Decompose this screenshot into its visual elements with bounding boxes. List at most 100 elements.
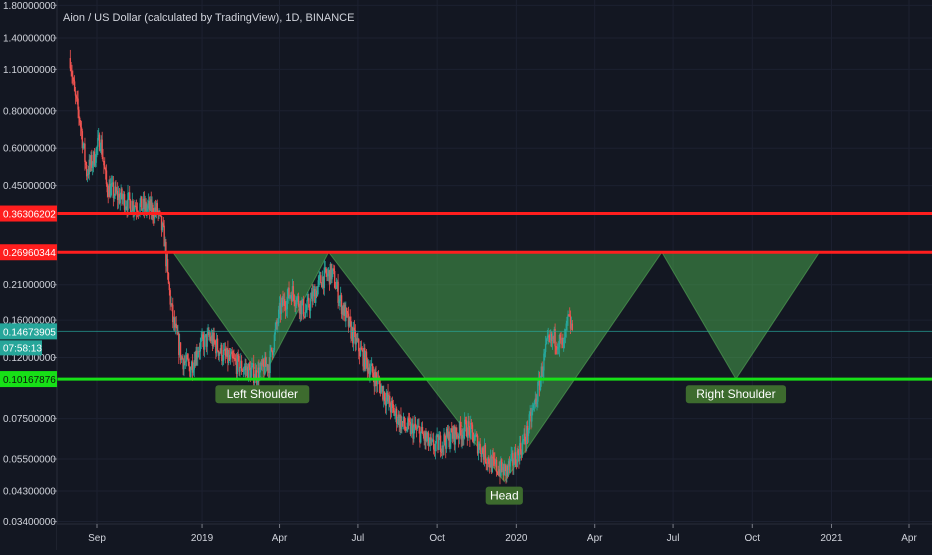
candle-body	[349, 316, 351, 322]
candle-body	[210, 335, 213, 342]
candle-body	[215, 338, 218, 354]
candle-body	[204, 334, 207, 336]
candle-body	[209, 336, 211, 338]
candle-body	[284, 306, 287, 311]
candle-body	[539, 378, 542, 391]
candle-body	[501, 466, 504, 471]
candle-body	[198, 350, 201, 352]
candle-body	[450, 428, 452, 442]
candle-body	[292, 286, 295, 295]
candle-body	[241, 370, 244, 372]
candle-body	[228, 354, 230, 364]
candle-body	[461, 435, 463, 440]
candle-body	[437, 435, 439, 450]
candle-body	[475, 435, 477, 437]
candle-body	[561, 337, 563, 340]
candle-body	[439, 435, 441, 440]
candle-body	[237, 354, 239, 356]
candle-body	[508, 461, 511, 467]
candle-body	[368, 367, 370, 377]
candle-body	[426, 438, 428, 442]
candle-body	[70, 68, 72, 72]
candle-body	[249, 367, 251, 380]
time-tick-label: Apr	[901, 533, 917, 544]
candle-body	[260, 362, 263, 367]
candle-body	[213, 332, 215, 341]
candle-body	[191, 361, 194, 373]
candle-body	[311, 292, 313, 302]
candle-body	[340, 295, 343, 315]
candle-body	[365, 351, 368, 360]
candle-body	[274, 329, 276, 335]
candle-body	[258, 367, 260, 380]
candle-body	[240, 360, 242, 368]
candle-body	[564, 329, 567, 338]
candle-body	[565, 323, 567, 330]
candle-body	[383, 391, 385, 400]
support-badge	[0, 371, 57, 388]
candle-body	[279, 302, 282, 314]
candle-body	[486, 462, 488, 464]
candle-body	[548, 335, 550, 338]
candle-body	[519, 443, 522, 452]
candle-body	[397, 414, 400, 423]
candle-body	[441, 445, 443, 453]
candle-body	[455, 427, 457, 435]
candle-body	[321, 276, 324, 288]
candle-body	[282, 297, 284, 306]
candle-body	[451, 432, 454, 439]
candle-body	[195, 350, 197, 366]
candle-body	[299, 301, 301, 314]
time-tick-label: Apr	[587, 533, 603, 544]
candle-body	[192, 369, 195, 373]
candle-body	[545, 338, 548, 344]
candle-body	[380, 387, 382, 394]
candle-body	[290, 295, 293, 302]
candle-body	[221, 344, 223, 361]
candle-body	[233, 358, 235, 360]
candle-body	[355, 338, 357, 345]
candle-body	[164, 241, 166, 247]
candle-body	[453, 426, 456, 445]
candle-body	[305, 310, 307, 313]
candle-body	[88, 159, 90, 175]
price-tick-label: 0.03400000	[3, 517, 56, 528]
price-tick-label: 0.21000000	[3, 280, 56, 291]
candle-body	[71, 71, 73, 77]
candle-body	[226, 348, 228, 357]
candle-body	[85, 161, 87, 166]
candle-body	[435, 435, 437, 444]
candle-body	[131, 201, 134, 212]
candle-body	[463, 431, 465, 439]
candle-body	[179, 342, 182, 361]
candle-body	[362, 350, 364, 367]
candle-body	[206, 333, 208, 347]
candle-body	[281, 297, 283, 303]
candle-body	[359, 347, 362, 357]
candle-body	[540, 366, 543, 379]
candle-body	[533, 401, 536, 405]
candle-body	[421, 426, 424, 434]
candle-body	[440, 452, 443, 454]
candle-body	[101, 139, 103, 157]
candle-body	[488, 464, 491, 468]
candle-body	[259, 362, 262, 370]
candle-body	[222, 360, 224, 362]
candle-body	[235, 360, 238, 374]
candle-body	[163, 225, 165, 247]
candle-body	[318, 276, 320, 281]
candle-body	[156, 203, 158, 213]
candle-body	[104, 169, 107, 171]
price-tick-label: 0.16000000	[3, 316, 56, 327]
candle-body	[334, 287, 337, 289]
candle-body	[124, 206, 127, 210]
candle-body	[386, 392, 388, 398]
candle-body	[228, 354, 231, 360]
candle-body	[243, 368, 245, 371]
candle-body	[300, 301, 302, 315]
candle-body	[114, 186, 116, 196]
candle-body	[315, 290, 317, 303]
candle-body	[294, 302, 296, 306]
